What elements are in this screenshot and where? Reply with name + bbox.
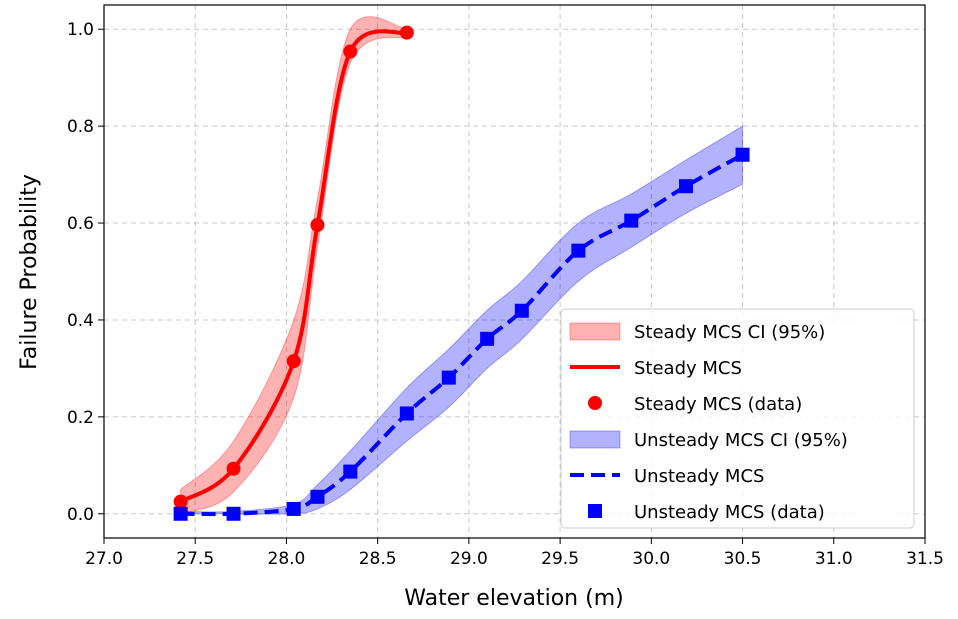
data-point-circle (310, 217, 325, 232)
data-point-circle (286, 354, 301, 369)
data-point-square (226, 506, 241, 521)
x-axis-label: Water elevation (m) (404, 586, 623, 611)
data-point-square (310, 489, 325, 504)
legend: Steady MCS CI (95%) Steady MCS Steady MCS … (560, 308, 915, 529)
x-tick-label: 28.5 (359, 549, 397, 569)
x-tick-label: 31.0 (815, 549, 853, 569)
x-tick-label: 30.5 (724, 549, 762, 569)
legend-swatch-marker (588, 504, 602, 518)
data-point-square (286, 501, 301, 516)
x-tick-label: 31.5 (906, 549, 944, 569)
data-point-square (514, 303, 529, 318)
legend-swatch-marker (588, 396, 602, 410)
x-tick-label: 28.0 (268, 549, 306, 569)
data-point-circle (173, 494, 188, 509)
legend-label: Steady MCS CI (95%) (634, 322, 825, 343)
legend-label: Unsteady MCS (634, 466, 764, 487)
legend-box (560, 308, 915, 529)
x-tick-label: 27.0 (85, 549, 123, 569)
data-point-square (624, 213, 639, 228)
ci-band-1 (180, 125, 744, 515)
data-point-square (678, 179, 693, 194)
data-point-square (173, 506, 188, 521)
x-tick-label: 30.0 (632, 549, 670, 569)
y-tick-label: 0.6 (67, 214, 94, 234)
y-tick-label: 0.2 (67, 408, 94, 428)
legend-label: Unsteady MCS CI (95%) (634, 430, 848, 451)
data-point-circle (399, 25, 414, 40)
y-tick-label: 0.0 (67, 505, 94, 525)
legend-label: Steady MCS (data) (634, 394, 802, 415)
data-point-square (480, 331, 495, 346)
data-point-square (571, 243, 586, 258)
legend-label: Unsteady MCS (data) (634, 502, 825, 523)
data-markers (173, 25, 750, 521)
legend-swatch-ci (569, 322, 621, 341)
legend-swatch-ci (569, 430, 621, 449)
y-tick-label: 0.4 (67, 311, 94, 331)
x-tick-label: 29.5 (541, 549, 579, 569)
data-point-square (735, 147, 750, 162)
data-point-square (343, 464, 358, 479)
y-tick-label: 0.8 (67, 117, 94, 137)
data-point-circle (226, 461, 241, 476)
plot-frame (103, 4, 926, 539)
x-tick-label: 29.0 (450, 549, 488, 569)
axis-ticks: 27.0 27.5 28.0 28.5 29.0 29.5 30.0 30.5 31.0 31.5… (67, 20, 944, 569)
legend-label: Steady MCS (634, 358, 742, 379)
data-point-square (441, 370, 456, 385)
data-point-square (399, 406, 414, 421)
y-tick-label: 1.0 (67, 20, 94, 40)
data-point-circle (343, 44, 358, 59)
y-axis-label: Failure Probability (17, 174, 42, 370)
x-tick-label: 27.5 (176, 549, 214, 569)
